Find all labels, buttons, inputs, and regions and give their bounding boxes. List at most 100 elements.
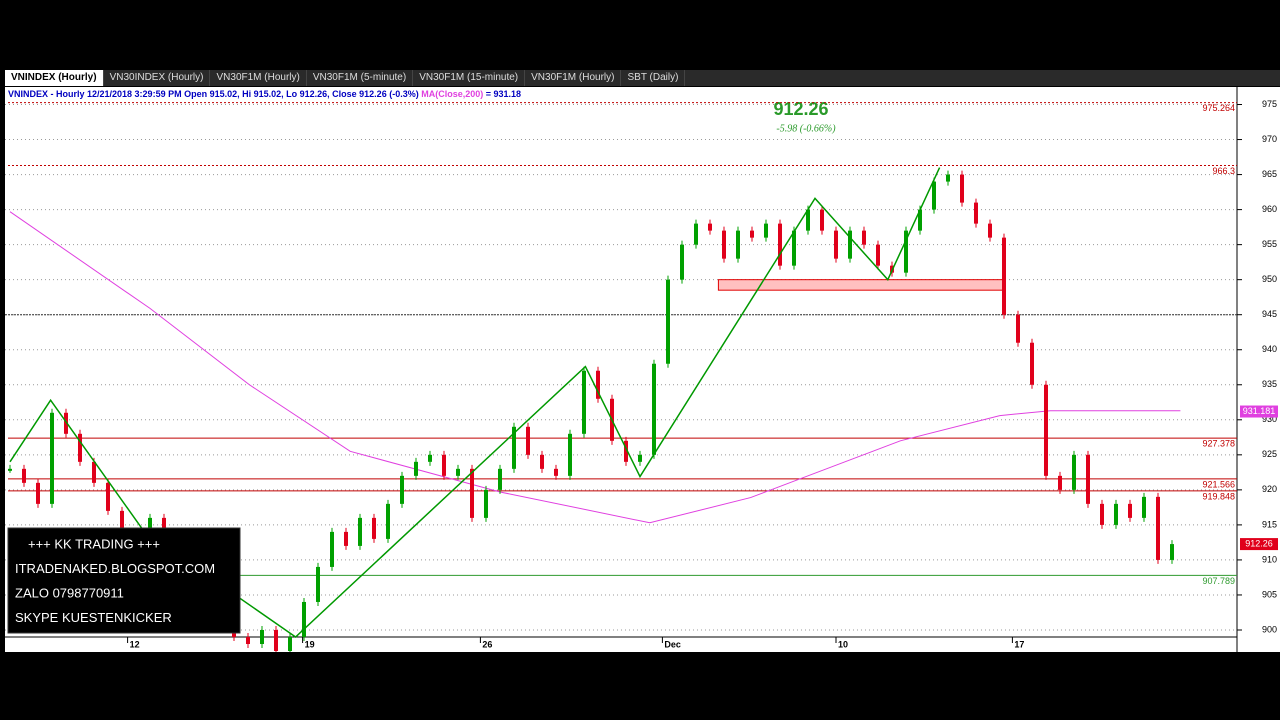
overlay-text: SKYPE KUESTENKICKER [15, 610, 172, 625]
quote-change: -5.98 (-0.66%) [776, 123, 836, 134]
x-tick-label: 17 [1014, 639, 1024, 649]
candle [386, 503, 390, 539]
candle [1128, 503, 1132, 518]
y-tick-label: 935 [1262, 379, 1277, 389]
tab[interactable]: VN30F1M (Hourly) [525, 70, 622, 86]
tab[interactable]: VN30F1M (5-minute) [307, 70, 414, 86]
candle [512, 426, 516, 469]
candle [736, 230, 740, 259]
candle [92, 461, 96, 483]
candle [1002, 237, 1006, 315]
candle [582, 370, 586, 434]
candle [1114, 503, 1118, 525]
candle [372, 517, 376, 539]
candle [302, 601, 306, 637]
tab[interactable]: VN30F1M (15-minute) [413, 70, 526, 86]
candle [498, 468, 502, 490]
candle [876, 244, 880, 266]
candle [400, 475, 404, 504]
candle [554, 468, 558, 476]
candle [834, 230, 838, 259]
candle [806, 209, 810, 231]
price-tag [1240, 538, 1278, 551]
level-label: 907.789 [1202, 576, 1235, 586]
overlay-text: ZALO 0798770911 [15, 585, 124, 600]
candle [820, 209, 824, 231]
candle [764, 223, 768, 238]
candle [1016, 314, 1020, 343]
candle [624, 440, 628, 462]
candle [456, 468, 460, 476]
candle [1030, 342, 1034, 385]
y-tick-label: 960 [1262, 204, 1277, 214]
candle [442, 454, 446, 476]
candle [484, 489, 488, 518]
candle [50, 412, 54, 504]
candle [106, 482, 110, 511]
candle [862, 230, 866, 245]
candle [246, 636, 250, 644]
y-tick-label: 930 [1262, 414, 1277, 424]
header-info: VNINDEX - Hourly 12/21/2018 3:29:59 PM O… [8, 89, 521, 99]
candle [1072, 454, 1076, 490]
candle [120, 510, 124, 532]
candle [316, 566, 320, 602]
x-tick-label: 10 [838, 639, 848, 649]
y-tick-label: 915 [1262, 519, 1277, 529]
candle [1058, 475, 1062, 490]
candle [666, 279, 670, 364]
candle [932, 181, 936, 210]
candle [750, 230, 754, 238]
x-tick-label: 12 [130, 639, 140, 649]
candle [1142, 496, 1146, 518]
y-tick-label: 975 [1262, 99, 1277, 109]
candle [694, 223, 698, 245]
tab-bar: VNINDEX (Hourly) VN30INDEX (Hourly) VN30F1… [5, 70, 1280, 86]
price-tag-label: 912.26 [1245, 538, 1273, 548]
overlay-text: ITRADENAKED.BLOGSPOT.COM [15, 561, 215, 576]
candle [1170, 544, 1174, 560]
level-label: 919.848 [1202, 491, 1235, 501]
y-tick-label: 905 [1262, 589, 1277, 599]
y-tick-label: 925 [1262, 449, 1277, 459]
quote-price: 912.26 [773, 99, 828, 119]
x-tick-label: Dec [664, 639, 681, 649]
ma-tag-label: 931.181 [1243, 406, 1276, 416]
candle [596, 370, 600, 399]
candle [652, 363, 656, 455]
x-tick-label: 19 [305, 639, 315, 649]
candle [1086, 454, 1090, 504]
tab[interactable]: SBT (Daily) [621, 70, 686, 86]
candle [540, 454, 544, 469]
overlay-text: +++ KK TRADING +++ [28, 536, 160, 551]
candle [78, 433, 82, 462]
candle [918, 209, 922, 231]
y-tick-label: 945 [1262, 309, 1277, 319]
candle [8, 468, 12, 471]
candle [722, 230, 726, 259]
tab[interactable]: VN30INDEX (Hourly) [104, 70, 211, 86]
x-tick-label: 26 [482, 639, 492, 649]
level-label: 975.264 [1202, 103, 1235, 113]
y-tick-label: 900 [1262, 624, 1277, 634]
candle [288, 636, 292, 652]
candle [1156, 496, 1160, 560]
tab[interactable]: VN30F1M (Hourly) [210, 70, 307, 86]
candle [848, 230, 852, 259]
candle [680, 244, 684, 280]
candle [568, 433, 572, 476]
candle [708, 223, 712, 231]
zigzag-line [9, 167, 941, 638]
tab[interactable]: VNINDEX (Hourly) [5, 70, 104, 86]
candle [988, 223, 992, 238]
candle [358, 517, 362, 546]
candle [526, 426, 530, 455]
overlay-box: +++ KK TRADING +++ ITRADENAKED.BLOGSPOT.C… [7, 527, 241, 634]
y-tick-label: 920 [1262, 484, 1277, 494]
candle [428, 454, 432, 462]
candle [414, 461, 418, 476]
candle [330, 531, 334, 567]
candle [974, 202, 978, 224]
candle [778, 223, 782, 266]
